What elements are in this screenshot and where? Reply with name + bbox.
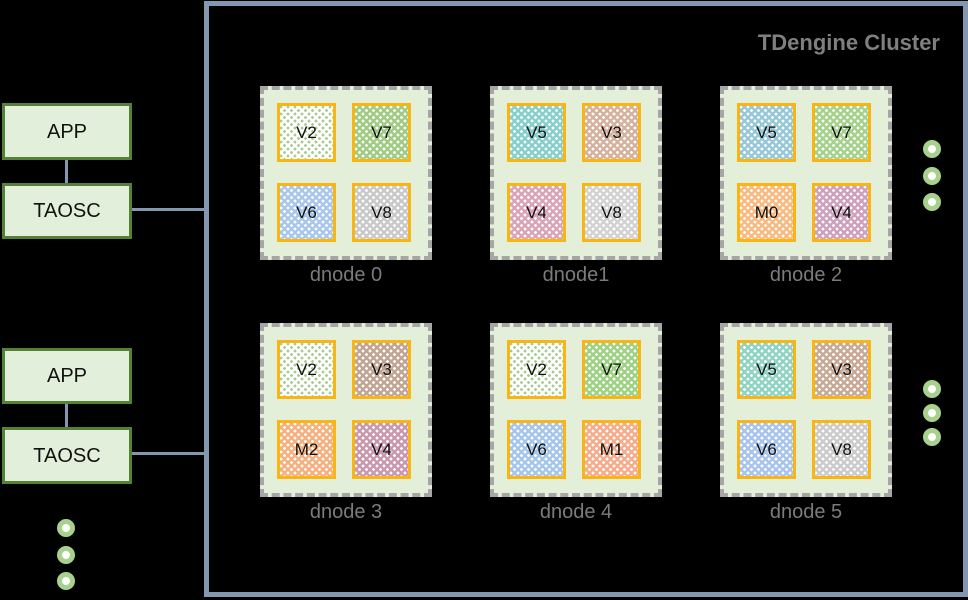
left-ellipsis-dot-3 [57, 572, 75, 590]
left-ellipsis-dot-2 [57, 546, 75, 564]
vnode-v5-dnode1: V5 [507, 103, 566, 162]
vnode-label: V8 [371, 203, 392, 222]
dnode-box-3: V2 V3 M2 V4 [260, 323, 432, 497]
vnode-v2-dnode0: V2 [277, 103, 336, 162]
vnode-label: V5 [526, 123, 547, 142]
vnode-label: V2 [296, 123, 317, 142]
vnode-v5-dnode5: V5 [737, 340, 796, 399]
connector-app1-taosc1 [65, 160, 68, 183]
vnode-label: V5 [756, 123, 777, 142]
vnode-label: V5 [756, 360, 777, 379]
vnode-v3-dnode1: V3 [582, 103, 641, 162]
dnode-label-4: dnode 4 [539, 501, 613, 523]
taosc-box-1: TAOSC [2, 183, 132, 239]
vnode-label: V6 [756, 440, 777, 459]
vnode-label: V4 [371, 440, 392, 459]
right-ellipsis-top-dot-2 [923, 167, 941, 185]
right-ellipsis-bottom-dot-1 [923, 380, 941, 398]
vnode-v3-dnode5: V3 [812, 340, 871, 399]
left-ellipsis-dot-1 [57, 519, 75, 537]
vnode-label: V4 [526, 203, 547, 222]
vnode-v4-dnode3: V4 [352, 420, 411, 479]
vnode-v7-dnode4: V7 [582, 340, 641, 399]
vnode-label: V6 [526, 440, 547, 459]
vnode-v2-dnode3: V2 [277, 340, 336, 399]
dnode-label-5: dnode 5 [769, 501, 843, 523]
vnode-v6-dnode4: V6 [507, 420, 566, 479]
vnode-v3-dnode3: V3 [352, 340, 411, 399]
vnode-label: V4 [831, 203, 852, 222]
vnode-label: M1 [599, 440, 624, 459]
vnode-label: V6 [296, 203, 317, 222]
vnode-v4-dnode2: V4 [812, 183, 871, 242]
vnode-m1-dnode4: M1 [582, 420, 641, 479]
vnode-v2-dnode4: V2 [507, 340, 566, 399]
vnode-v5-dnode2: V5 [737, 103, 796, 162]
vnode-label: V3 [371, 360, 392, 379]
vnode-label: V8 [601, 203, 622, 222]
right-ellipsis-top-dot-1 [923, 140, 941, 158]
dnode-label-2: dnode 2 [769, 264, 843, 286]
vnode-m2-dnode3: M2 [277, 420, 336, 479]
right-ellipsis-bottom-dot-2 [923, 404, 941, 422]
vnode-label: V7 [831, 123, 852, 142]
vnode-v8-dnode5: V8 [812, 420, 871, 479]
vnode-v7-dnode2: V7 [812, 103, 871, 162]
app-box-1: APP [2, 103, 132, 160]
vnode-v8-dnode1: V8 [582, 183, 641, 242]
connector-taosc2-cluster [132, 452, 206, 455]
vnode-label: V2 [526, 360, 547, 379]
cluster-title: TDengine Cluster [757, 30, 940, 55]
right-ellipsis-bottom-dot-3 [923, 428, 941, 446]
vnode-v7-dnode0: V7 [352, 103, 411, 162]
dnode-box-2: V5 V7 M0 V4 [720, 86, 892, 260]
connector-app2-taosc2 [65, 404, 68, 427]
vnode-v6-dnode5: V6 [737, 420, 796, 479]
vnode-label: M2 [294, 440, 319, 459]
vnode-v6-dnode0: V6 [277, 183, 336, 242]
vnode-v8-dnode0: V8 [352, 183, 411, 242]
dnode-box-0: V2 V7 V6 V8 [260, 86, 432, 260]
taosc-box-2: TAOSC [2, 427, 132, 484]
dnode-box-1: V5 V3 V4 V8 [490, 86, 662, 260]
vnode-label: V3 [831, 360, 852, 379]
vnode-m0-dnode2: M0 [737, 183, 796, 242]
connector-taosc1-cluster [132, 208, 206, 211]
vnode-label: V7 [371, 123, 392, 142]
vnode-label: V8 [831, 440, 852, 459]
dnode-label-1: dnode1 [542, 264, 610, 286]
vnode-label: M0 [754, 203, 779, 222]
dnode-box-4: V2 V7 V6 M1 [490, 323, 662, 497]
vnode-label: V2 [296, 360, 317, 379]
dnode-box-5: V5 V3 V6 V8 [720, 323, 892, 497]
app-box-2: APP [2, 348, 132, 404]
right-ellipsis-top-dot-3 [923, 193, 941, 211]
dnode-label-3: dnode 3 [309, 501, 383, 523]
vnode-label: V7 [601, 360, 622, 379]
vnode-v4-dnode1: V4 [507, 183, 566, 242]
dnode-label-0: dnode 0 [309, 264, 383, 286]
vnode-label: V3 [601, 123, 622, 142]
